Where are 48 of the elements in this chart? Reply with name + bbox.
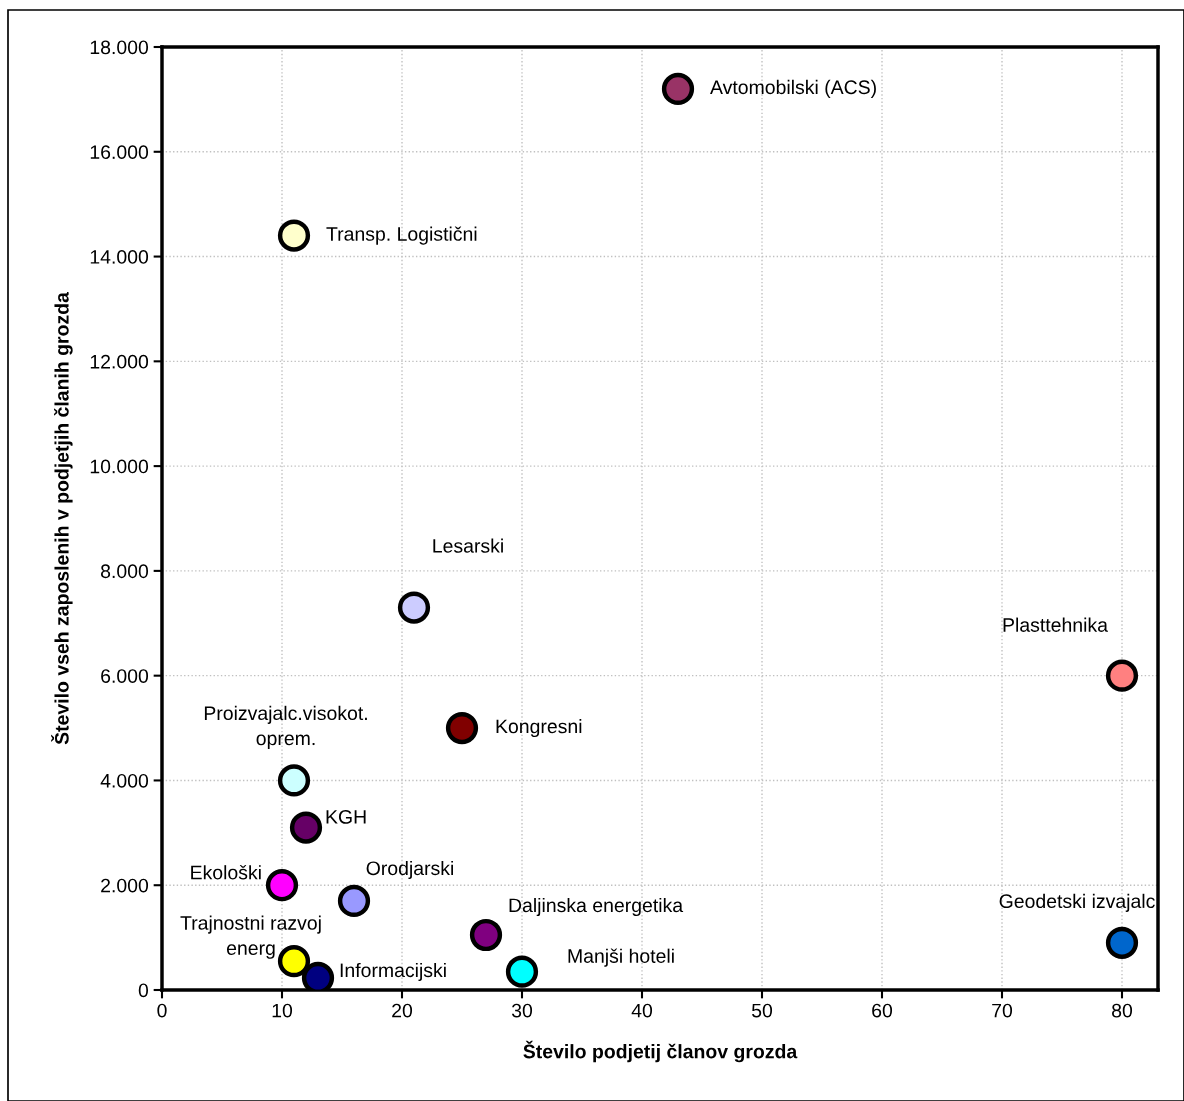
point (1105, 926, 1139, 959)
point (337, 884, 371, 918)
series-label: Trajnostni razvoj energ (180, 915, 321, 959)
series-label: Avtomobilski (ACS) (710, 79, 876, 98)
y-tick-label: 14.000 (90, 250, 149, 264)
point (397, 591, 431, 624)
y-tick-label: 2.000 (101, 878, 149, 893)
series-label: KGH (326, 810, 366, 824)
y-tick-label: 10.000 (90, 459, 149, 474)
x-tick-label: 70 (992, 1003, 1013, 1018)
series-label: Kongresni (496, 718, 582, 738)
y-tick-label: 18.000 (90, 40, 149, 55)
x-axis-title: Število podjetij članov grozda (523, 1040, 798, 1063)
series-label: Transp. Logistični (326, 226, 477, 245)
x-tick-label: 50 (751, 1003, 773, 1018)
series-label: Plasttehnika (1003, 617, 1108, 632)
point (445, 711, 479, 745)
point (265, 869, 299, 902)
point (505, 955, 539, 988)
series-label: Informacijski (340, 962, 446, 982)
text: Proizvajalc.visokot. oprem. (204, 705, 367, 750)
x-tick-label: 10 (272, 1003, 293, 1018)
series-label: Daljinska energetika (509, 897, 684, 917)
point (661, 72, 695, 106)
x-tick-label: 0 (157, 1003, 167, 1018)
x-tick-label: 60 (872, 1003, 893, 1018)
y-tick-label: 6.000 (101, 669, 149, 683)
x-tick-label: 80 (1112, 1003, 1133, 1018)
point (1105, 659, 1139, 692)
point (289, 811, 323, 844)
point (277, 219, 311, 252)
series-label: Manjši hoteli (568, 948, 674, 967)
x-tick-label: 30 (511, 1003, 533, 1018)
y-tick-label: 16.000 (90, 145, 149, 160)
y-tick-label: 12.000 (90, 354, 149, 369)
x-tick-label: 20 (392, 1003, 413, 1018)
series-label: Ekološki (191, 865, 261, 880)
series-label: Orodjarski (366, 860, 453, 879)
text: Lesarski (433, 538, 503, 553)
y-axis-title: Število vseh zaposlenih v podjetjih članih grozda (51, 292, 73, 745)
x-tick-label: 40 (631, 1003, 653, 1018)
y-tick-label: 8.000 (101, 564, 149, 579)
y-tick-label: 4.000 (100, 773, 149, 788)
point (277, 764, 311, 797)
y-tick-label: 0 (138, 983, 149, 998)
point (277, 945, 311, 978)
series-label: Geodetski izvajalc (999, 893, 1155, 912)
point (469, 918, 503, 952)
